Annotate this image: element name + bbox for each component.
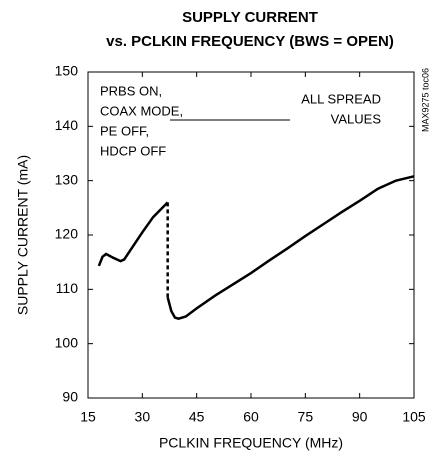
side-note: MAX9275 toc06 (420, 68, 430, 132)
annotation: ALL SPREAD (301, 91, 381, 106)
data-line (97, 201, 169, 267)
x-tick-label: 30 (135, 409, 151, 425)
y-axis-label: SUPPLY CURRENT (mA) (15, 155, 31, 315)
x-tick-label: 75 (298, 409, 314, 425)
y-tick-label: 150 (55, 63, 79, 79)
annotation: PRBS ON, (100, 83, 162, 98)
y-tick-label: 100 (55, 334, 79, 350)
annotation: PE OFF, (100, 123, 149, 138)
x-tick-label: 45 (189, 409, 205, 425)
y-tick-label: 90 (62, 389, 78, 405)
data-line (166, 175, 415, 320)
y-tick-label: 110 (56, 280, 79, 296)
y-tick-label: 130 (55, 171, 79, 187)
x-tick-label: 90 (352, 409, 368, 425)
x-axis-label: PCLKIN FREQUENCY (MHz) (159, 435, 343, 451)
x-tick-label: 15 (80, 409, 96, 425)
x-tick-label: 60 (243, 409, 259, 425)
chart-title: SUPPLY CURRENT (182, 9, 318, 26)
y-tick-label: 140 (55, 117, 79, 133)
y-tick-label: 120 (55, 226, 79, 242)
x-tick-label: 105 (402, 409, 426, 425)
chart-title: vs. PCLKIN FREQUENCY (BWS = OPEN) (106, 33, 394, 50)
annotation: COAX MODE, (100, 103, 183, 118)
annotation: HDCP OFF (100, 143, 166, 158)
annotation: VALUES (331, 111, 382, 126)
